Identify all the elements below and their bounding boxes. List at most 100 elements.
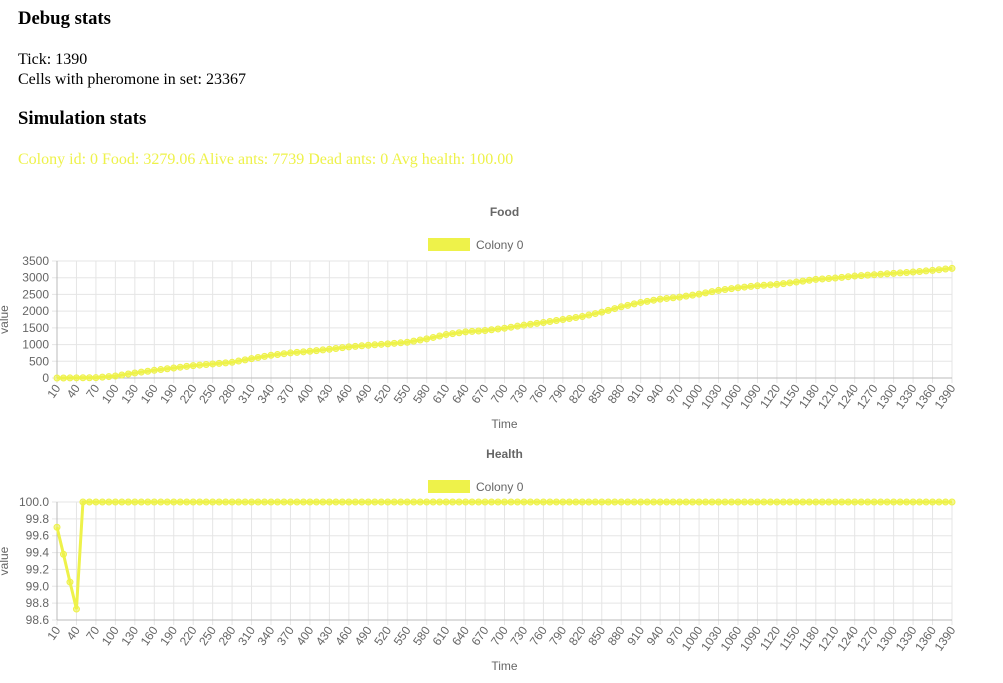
data-point: [98, 498, 106, 506]
x-axis-title: Time: [491, 417, 518, 431]
x-tick-label: 460: [332, 623, 355, 648]
data-point: [462, 328, 470, 336]
x-tick-label: 490: [352, 623, 375, 648]
x-tick-label: 280: [216, 623, 239, 648]
data-point: [423, 498, 431, 506]
data-point: [656, 498, 664, 506]
data-point: [643, 498, 651, 506]
data-point: [176, 498, 184, 506]
x-tick-label: 730: [507, 381, 530, 406]
data-point: [825, 274, 833, 282]
data-point: [617, 303, 625, 311]
data-point: [727, 498, 735, 506]
legend-label: Colony 0: [476, 480, 524, 494]
data-point: [299, 498, 307, 506]
x-tick-label: 310: [235, 381, 258, 406]
data-point: [942, 265, 950, 273]
y-tick-label: 99.0: [26, 579, 50, 593]
data-point: [831, 498, 839, 506]
data-point: [481, 327, 489, 335]
data-point: [384, 340, 392, 348]
data-point: [436, 498, 444, 506]
data-point: [261, 352, 269, 360]
data-point: [124, 370, 132, 378]
data-point: [637, 298, 645, 306]
data-point: [513, 322, 521, 330]
data-point: [734, 498, 742, 506]
y-tick-label: 99.2: [26, 562, 50, 576]
data-point: [338, 344, 346, 352]
x-tick-label: 1090: [737, 623, 764, 653]
data-point: [410, 498, 418, 506]
data-point: [137, 498, 145, 506]
data-point: [844, 498, 852, 506]
data-point: [552, 317, 560, 325]
data-point: [753, 282, 761, 290]
data-point: [942, 498, 950, 506]
data-point: [650, 498, 658, 506]
data-point: [727, 285, 735, 293]
x-axis-title: Time: [491, 659, 518, 673]
x-tick-label: 940: [644, 381, 667, 406]
data-point: [66, 578, 74, 586]
data-point: [539, 319, 547, 327]
data-point: [896, 269, 904, 277]
data-point: [105, 498, 113, 506]
data-point: [896, 498, 904, 506]
data-point: [183, 362, 191, 370]
data-point: [293, 498, 301, 506]
data-point: [805, 276, 813, 284]
data-point: [766, 281, 774, 289]
data-point: [306, 347, 314, 355]
data-point: [183, 498, 191, 506]
x-tick-label: 160: [138, 623, 161, 648]
simulation-stats: Colony id: 0 Food: 3279.06 Alive ants: 7…: [18, 151, 513, 168]
data-point: [332, 344, 340, 352]
x-tick-label: 1150: [777, 623, 803, 652]
x-tick-label: 1150: [777, 381, 803, 410]
x-tick-label: 40: [64, 381, 83, 400]
data-point: [702, 289, 710, 297]
data-point: [397, 339, 405, 347]
x-tick-label: 610: [430, 623, 453, 648]
data-point: [338, 498, 346, 506]
data-point: [280, 350, 288, 358]
data-point: [248, 355, 256, 363]
data-point: [753, 498, 761, 506]
data-point: [663, 498, 671, 506]
data-point: [890, 269, 898, 277]
data-point: [215, 498, 223, 506]
data-point: [85, 374, 93, 382]
data-point: [533, 498, 541, 506]
data-point: [695, 290, 703, 298]
x-tick-label: 220: [177, 623, 200, 648]
debug-line: Cells with pheromone in set: 23367: [18, 71, 246, 88]
data-point: [241, 498, 249, 506]
x-tick-label: 520: [371, 623, 394, 648]
x-tick-label: 130: [118, 623, 141, 648]
data-point: [196, 498, 204, 506]
data-point: [864, 498, 872, 506]
data-point: [676, 498, 684, 506]
legend-label: Colony 0: [476, 238, 524, 252]
data-point: [630, 498, 638, 506]
data-point: [520, 498, 528, 506]
data-point: [559, 316, 567, 323]
chart-title: Food: [490, 205, 519, 219]
x-tick-label: 760: [527, 381, 550, 406]
data-point: [546, 318, 554, 326]
x-tick-label: 310: [235, 623, 258, 648]
x-tick-label: 850: [585, 623, 608, 648]
x-tick-label: 490: [352, 381, 375, 406]
data-point: [877, 498, 885, 506]
y-tick-label: 100.0: [19, 495, 49, 509]
y-tick-label: 99.6: [26, 529, 50, 543]
data-point: [105, 373, 113, 381]
x-tick-label: 940: [644, 623, 667, 648]
data-point: [799, 498, 807, 506]
data-point: [929, 266, 937, 274]
x-tick-label: 1390: [932, 623, 959, 653]
data-point: [410, 337, 418, 345]
x-tick-label: 610: [430, 381, 453, 406]
data-point: [760, 281, 768, 289]
